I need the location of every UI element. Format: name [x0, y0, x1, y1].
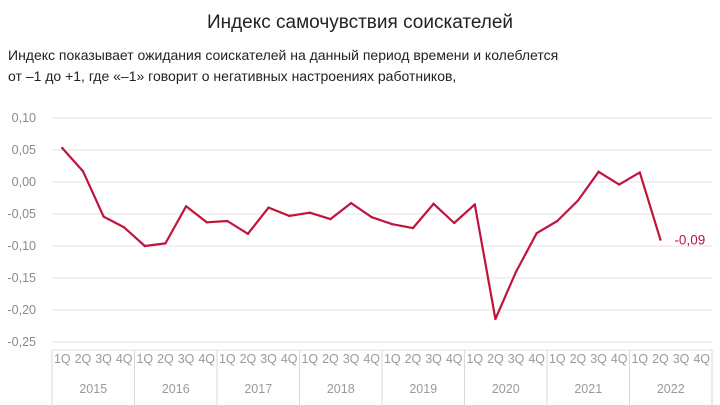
- x-tick-label-quarter: 3Q: [508, 352, 525, 366]
- data-point: [226, 219, 229, 223]
- x-tick-label-quarter: 4Q: [446, 352, 463, 366]
- y-tick-label: -0,05: [8, 207, 37, 221]
- data-point: [432, 202, 435, 205]
- data-point: [287, 214, 291, 218]
- data-point: [81, 169, 85, 173]
- y-tick-label: -0,25: [8, 335, 37, 349]
- x-tick-label-quarter: 1Q: [219, 352, 236, 366]
- x-tick-label-quarter: 3Q: [260, 352, 277, 366]
- data-point: [494, 317, 497, 321]
- data-point: [205, 221, 208, 224]
- data-point: [638, 171, 642, 174]
- data-point: [122, 226, 126, 229]
- chart-title: Индекс самочувствия соискателей: [206, 12, 514, 33]
- x-tick-label-quarter: 4Q: [611, 352, 628, 366]
- data-point: [370, 216, 373, 219]
- subtitle-line-2: от –1 до +1, где «–1» говорит о негативн…: [8, 68, 457, 84]
- x-tick-label-quarter: 3Q: [590, 352, 607, 366]
- x-tick-label-quarter: 3Q: [673, 352, 690, 366]
- y-tick-label: -0,10: [8, 239, 37, 253]
- x-tick-label-quarter: 3Q: [425, 352, 442, 366]
- x-tick-label-quarter: 4Q: [198, 352, 215, 366]
- x-tick-label-year: 2021: [574, 382, 602, 396]
- x-tick-label-quarter: 4Q: [281, 352, 298, 366]
- data-point: [246, 232, 250, 236]
- x-tick-label-quarter: 1Q: [466, 352, 483, 366]
- data-point: [452, 221, 456, 225]
- data-point: [535, 232, 538, 235]
- x-tick-label-quarter: 2Q: [322, 352, 339, 366]
- x-tick-label-quarter: 2Q: [157, 352, 174, 366]
- chart-subtitle: Индекс показывает ожидания соискателей н…: [8, 45, 708, 87]
- data-point: [308, 211, 312, 214]
- data-point: [267, 206, 270, 209]
- x-tick-label-quarter: 2Q: [652, 352, 669, 366]
- data-point: [576, 199, 580, 202]
- data-point: [597, 170, 600, 173]
- x-tick-label-quarter: 2Q: [570, 352, 587, 366]
- x-tick-label-year: 2017: [244, 382, 272, 396]
- data-point: [329, 217, 332, 221]
- x-tick-label-quarter: 3Q: [343, 352, 360, 366]
- data-point: [514, 270, 518, 273]
- data-point: [143, 244, 147, 248]
- y-tick-label: 0,00: [12, 175, 36, 189]
- data-point: [473, 203, 477, 206]
- x-tick-label-quarter: 1Q: [384, 352, 401, 366]
- gridlines: [52, 117, 712, 343]
- x-tick-label-year: 2020: [492, 382, 520, 396]
- data-point: [391, 223, 394, 226]
- x-tick-label-year: 2022: [657, 382, 685, 396]
- subtitle-line-1: Индекс показывает ожидания соискателей н…: [8, 47, 559, 63]
- x-tick-label-quarter: 4Q: [116, 352, 133, 366]
- x-tick-label-year: 2019: [409, 382, 437, 396]
- x-tick-label-quarter: 2Q: [487, 352, 504, 366]
- series-line-group: -0,09: [61, 146, 705, 321]
- x-tick-label-year: 2016: [162, 382, 190, 396]
- data-point: [102, 215, 105, 218]
- data-point: [164, 242, 167, 245]
- x-tick-label-quarter: 1Q: [301, 352, 318, 366]
- x-tick-label-quarter: 1Q: [549, 352, 566, 366]
- x-tick-label-quarter: 1Q: [54, 352, 71, 366]
- y-tick-label: -0,15: [8, 271, 37, 285]
- x-tick-label-quarter: 3Q: [95, 352, 112, 366]
- data-point: [184, 205, 188, 208]
- x-tick-label-quarter: 4Q: [528, 352, 545, 366]
- data-point: [556, 219, 559, 223]
- x-tick-label-quarter: 2Q: [75, 352, 92, 366]
- y-tick-label: 0,05: [12, 143, 36, 157]
- x-tick-label-quarter: 3Q: [178, 352, 195, 366]
- data-point: [61, 146, 64, 150]
- data-point: [659, 238, 662, 241]
- x-tick-label-year: 2018: [327, 382, 355, 396]
- series-line: [61, 147, 662, 321]
- x-tick-label-quarter: 2Q: [240, 352, 257, 366]
- data-label-last: -0,09: [674, 233, 705, 248]
- x-tick-label-quarter: 4Q: [363, 352, 380, 366]
- y-tick-label: -0,20: [8, 303, 37, 317]
- y-tick-label: 0,10: [12, 111, 36, 125]
- x-tick-label-quarter: 4Q: [693, 352, 710, 366]
- data-point: [349, 201, 353, 205]
- x-tick-label-quarter: 1Q: [631, 352, 648, 366]
- data-point: [617, 183, 621, 186]
- x-tick-label-quarter: 1Q: [136, 352, 153, 366]
- x-tick-label-year: 2015: [79, 382, 107, 396]
- x-tick-label-quarter: 2Q: [405, 352, 422, 366]
- data-point: [411, 226, 415, 230]
- y-axis-ticks: 0,10 0,05 0,00 -0,05 -0,10 -0,15 -0,20 -0,25: [8, 111, 37, 349]
